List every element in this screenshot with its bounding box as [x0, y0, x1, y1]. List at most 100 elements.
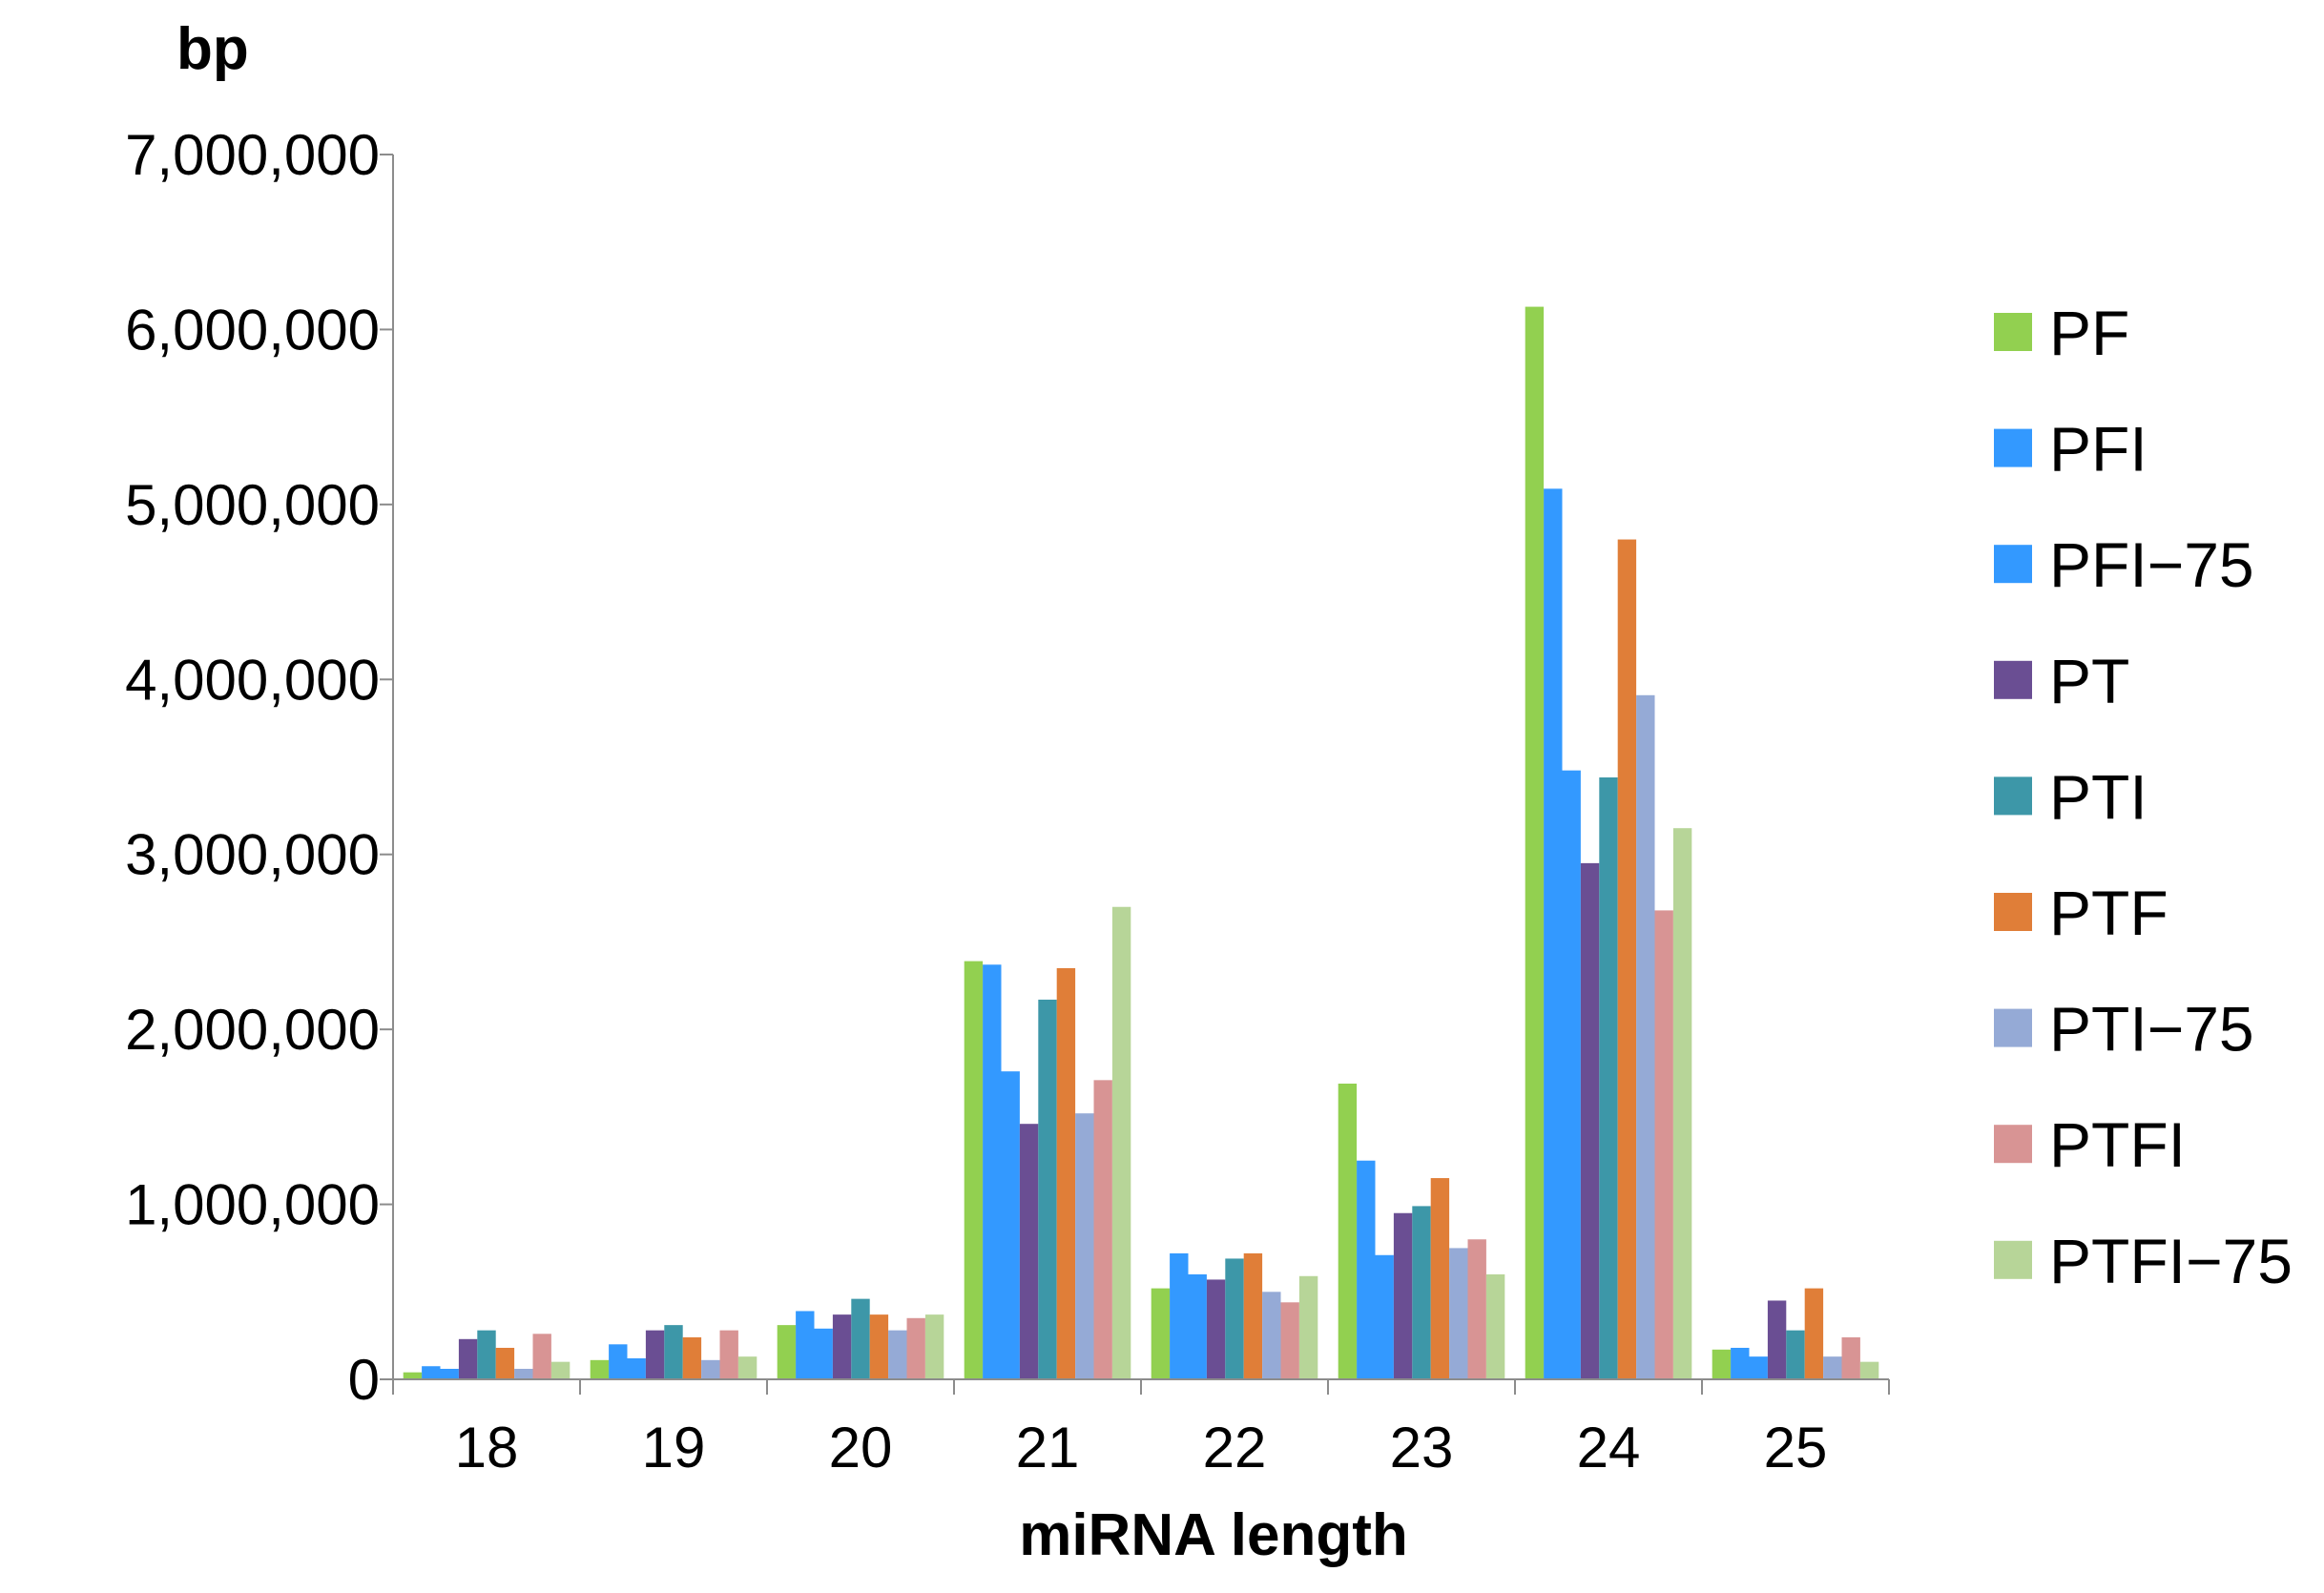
bar — [1672, 828, 1692, 1379]
legend-label: PTFI−75 — [2049, 1226, 2293, 1296]
bar — [440, 1368, 459, 1379]
bar — [1111, 906, 1131, 1379]
bar — [1001, 1071, 1020, 1379]
bar — [682, 1336, 702, 1379]
x-tick-label: 19 — [642, 1416, 706, 1479]
bar — [1056, 967, 1076, 1379]
bar — [1170, 1252, 1189, 1379]
bar — [1188, 1273, 1207, 1379]
bar — [869, 1314, 889, 1379]
bar — [1280, 1302, 1299, 1379]
bar — [814, 1328, 833, 1379]
bar — [609, 1344, 628, 1379]
bar — [550, 1361, 571, 1379]
bar — [1599, 777, 1618, 1379]
bar — [1525, 306, 1545, 1379]
bar — [1338, 1084, 1358, 1379]
bar — [1654, 910, 1673, 1379]
bar — [851, 1298, 870, 1379]
bar — [1038, 999, 1057, 1379]
bar — [1357, 1160, 1376, 1379]
y-tick-label: 1,000,000 — [125, 1173, 380, 1237]
bar — [1467, 1239, 1486, 1379]
bar — [1393, 1212, 1413, 1379]
bar — [532, 1334, 551, 1379]
legend-swatch — [1994, 660, 2032, 699]
bar — [1617, 539, 1637, 1379]
bar — [701, 1359, 720, 1379]
bar — [1225, 1258, 1244, 1379]
y-axis-title: bp — [176, 16, 249, 82]
bar — [1544, 488, 1563, 1379]
bar — [403, 1372, 423, 1379]
x-tick-label: 18 — [455, 1416, 519, 1479]
legend-label: PTF — [2049, 878, 2168, 948]
bar — [1841, 1336, 1860, 1379]
bar — [1712, 1349, 1732, 1379]
bars-group — [403, 306, 1879, 1379]
legend-label: PFI — [2049, 414, 2148, 485]
legend-label: PT — [2049, 646, 2129, 716]
bar — [1075, 1113, 1094, 1379]
bar — [1485, 1273, 1505, 1379]
bar — [983, 964, 1002, 1379]
bar — [1206, 1279, 1226, 1379]
bar — [1580, 862, 1600, 1379]
bar — [645, 1330, 665, 1379]
legend-swatch — [1994, 545, 2032, 584]
bar — [924, 1314, 944, 1379]
bar — [1430, 1178, 1450, 1379]
bar — [514, 1368, 533, 1379]
y-tick-label: 5,000,000 — [125, 473, 380, 537]
bar — [888, 1330, 907, 1379]
legend-swatch — [1994, 1240, 2032, 1279]
x-tick-label: 20 — [829, 1416, 893, 1479]
bar — [422, 1366, 441, 1379]
bar — [1298, 1275, 1318, 1379]
bar — [495, 1347, 515, 1379]
bar — [458, 1338, 478, 1379]
bar — [1804, 1288, 1824, 1379]
legend-swatch — [1994, 893, 2032, 931]
legend-label: PTI−75 — [2049, 994, 2254, 1065]
y-tick-label: 7,000,000 — [125, 123, 380, 187]
x-tick-label: 22 — [1203, 1416, 1267, 1479]
bar — [1636, 694, 1655, 1379]
legend-label: PFI−75 — [2049, 529, 2254, 600]
legend: PF PFI PFI−75 PT PTI PTF PTI−75 PTFI PTFI−75 — [1994, 298, 2293, 1296]
x-tick-label: 23 — [1390, 1416, 1454, 1479]
bar — [1749, 1356, 1768, 1379]
bar — [1731, 1347, 1750, 1379]
bar — [1562, 770, 1581, 1379]
bar — [964, 961, 984, 1379]
bar — [1412, 1206, 1431, 1379]
x-tick-label: 24 — [1577, 1416, 1641, 1479]
bar — [1093, 1080, 1112, 1379]
y-tick-label: 0 — [348, 1348, 380, 1412]
x-axis: 18 19 20 21 22 23 24 25 — [392, 1379, 1890, 1479]
y-tick-label: 4,000,000 — [125, 648, 380, 712]
bar — [719, 1330, 738, 1379]
bar — [627, 1357, 646, 1379]
bar — [1859, 1361, 1879, 1379]
bar — [906, 1317, 925, 1379]
bar — [1019, 1124, 1039, 1379]
bar — [1375, 1254, 1394, 1379]
bar — [1262, 1292, 1281, 1379]
y-tick-label: 6,000,000 — [125, 298, 380, 362]
legend-swatch — [1994, 1008, 2032, 1047]
bar — [832, 1314, 852, 1379]
legend-swatch — [1994, 428, 2032, 467]
legend-label: PF — [2049, 298, 2129, 368]
legend-label: PTI — [2049, 761, 2148, 832]
bar — [737, 1356, 757, 1379]
x-tick-label: 21 — [1016, 1416, 1080, 1479]
x-axis-title: miRNA length — [1019, 1502, 1408, 1568]
legend-label: PTFI — [2049, 1109, 2186, 1180]
bar — [1786, 1330, 1805, 1379]
bar — [1151, 1288, 1171, 1379]
legend-swatch — [1994, 313, 2032, 351]
bar — [664, 1325, 683, 1379]
bar — [1767, 1300, 1787, 1379]
